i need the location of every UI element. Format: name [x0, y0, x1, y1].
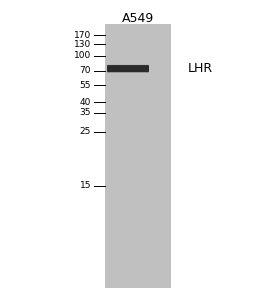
Text: 15: 15 — [79, 182, 91, 190]
Text: 40: 40 — [80, 98, 91, 106]
Text: 130: 130 — [74, 40, 91, 49]
Text: 100: 100 — [74, 51, 91, 60]
Text: 35: 35 — [79, 108, 91, 117]
Text: LHR: LHR — [188, 62, 213, 75]
Text: 70: 70 — [79, 66, 91, 75]
Text: 170: 170 — [74, 31, 91, 40]
Text: A549: A549 — [122, 12, 154, 25]
Text: 25: 25 — [80, 128, 91, 136]
Text: 55: 55 — [79, 81, 91, 90]
Bar — [105, 24, 171, 288]
